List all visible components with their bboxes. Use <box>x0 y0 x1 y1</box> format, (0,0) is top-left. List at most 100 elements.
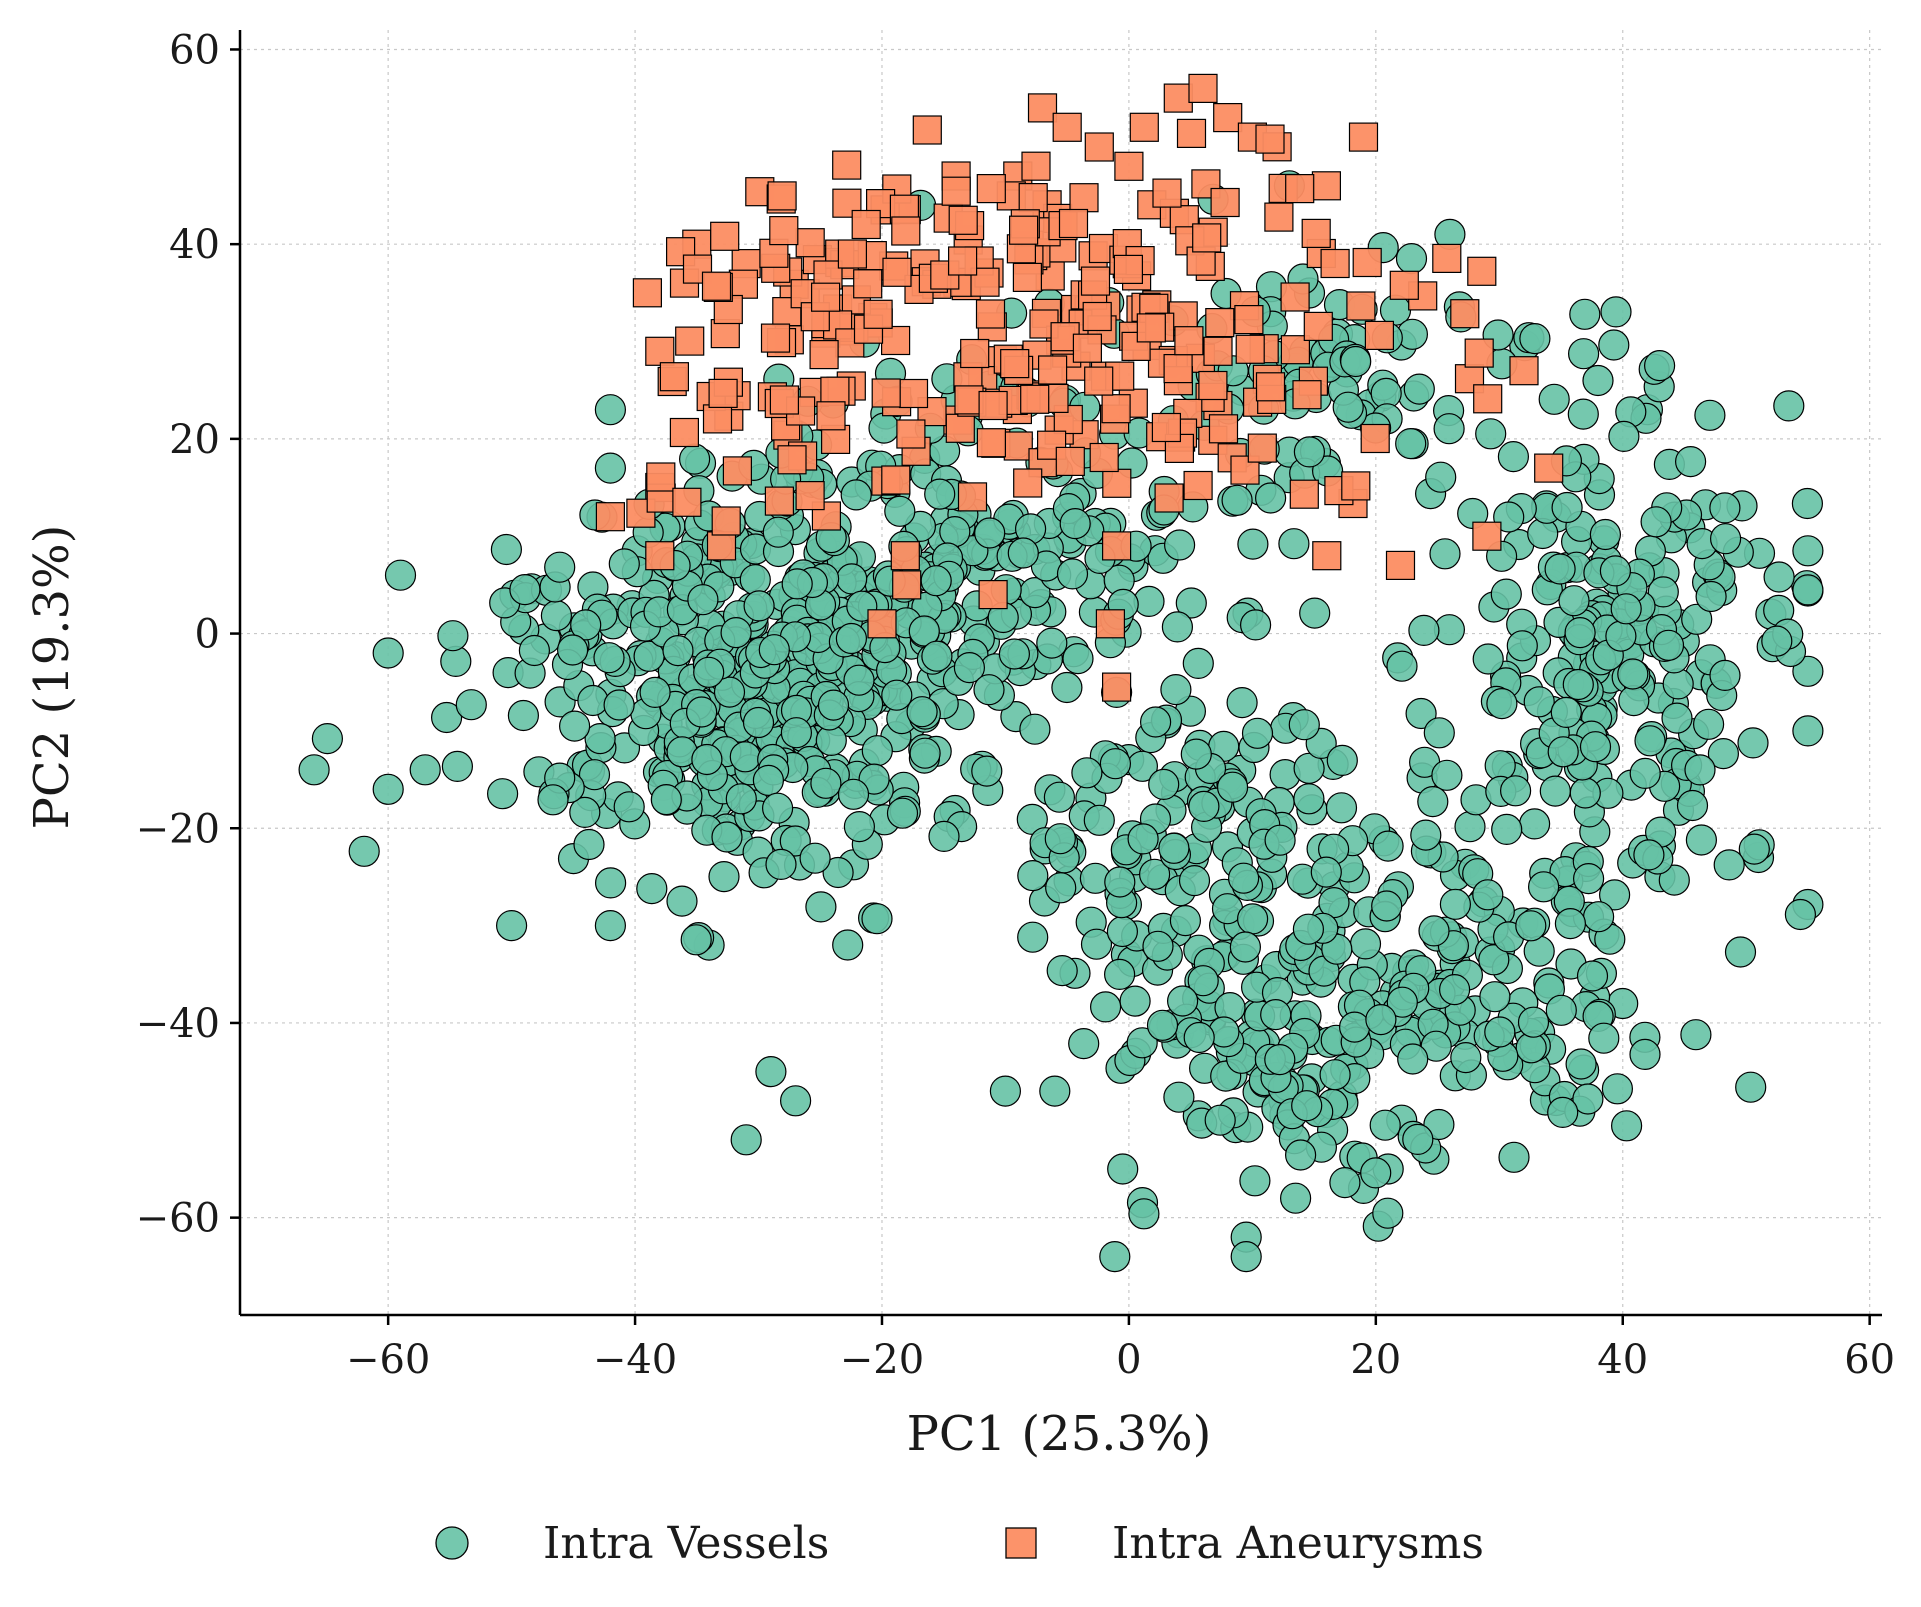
intra-vessels-point <box>1017 921 1049 953</box>
intra-vessels-point <box>1425 461 1457 493</box>
intra-vessels-point <box>1576 960 1609 992</box>
intra-aneurysms-point <box>710 319 740 349</box>
intra-aneurysms-point <box>710 221 740 251</box>
intra-vessels-point <box>1433 413 1465 445</box>
intra-vessels-point <box>569 796 601 829</box>
intra-aneurysms-point <box>898 378 929 409</box>
intra-vessels-point <box>431 701 463 734</box>
intra-vessels-point <box>765 848 797 881</box>
intra-aneurysms-point <box>816 401 846 431</box>
intra-vessels-point <box>708 860 740 893</box>
intra-vessels-point <box>1545 994 1577 1026</box>
intra-vessels-point <box>1629 1038 1661 1071</box>
intra-vessels-point <box>1558 585 1590 617</box>
intra-vessels-point <box>1589 518 1622 551</box>
intra-vessels-point <box>1397 1043 1429 1075</box>
intra-vessels-point <box>1051 671 1083 704</box>
intra-vessels-point <box>1418 915 1450 947</box>
intra-vessels-point <box>680 924 712 956</box>
intra-aneurysms-point <box>820 376 850 406</box>
intra-vessels-point <box>1438 973 1471 1006</box>
intra-vessels-point <box>1126 1027 1158 1059</box>
intra-vessels-point <box>1564 616 1596 649</box>
intra-vessels-point <box>1292 913 1325 945</box>
intra-vessels-point <box>1083 804 1115 836</box>
intra-vessels-point <box>743 590 775 622</box>
intra-vessels-point <box>1479 981 1511 1013</box>
intra-vessels-point <box>573 828 605 861</box>
intra-aneurysms-point <box>764 486 795 516</box>
intra-aneurysms-point <box>1473 384 1503 414</box>
intra-vessels-point <box>1662 668 1694 700</box>
intra-vessels-point <box>1550 696 1582 729</box>
intra-vessels-point <box>636 872 668 905</box>
intra-aneurysms-point <box>1082 301 1112 332</box>
intra-aneurysms-point <box>1136 313 1166 343</box>
intra-aneurysms-point <box>970 267 1000 297</box>
intra-vessels-point <box>1792 574 1824 606</box>
intra-vessels-point <box>496 909 528 942</box>
intra-aneurysms-point <box>867 609 897 639</box>
intra-aneurysms-point <box>1055 446 1085 476</box>
intra-aneurysms-point <box>1255 124 1285 154</box>
x-tick-label: −40 <box>593 1337 677 1383</box>
intra-vessels-point <box>1178 864 1211 897</box>
intra-vessels-point <box>906 696 938 728</box>
intra-vessels-point <box>953 651 986 684</box>
intra-aneurysms-point <box>1163 83 1193 113</box>
intra-aneurysms-point <box>706 531 737 561</box>
intra-vessels-point <box>1089 991 1122 1023</box>
intra-vessels-point <box>593 642 625 674</box>
intra-vessels-point <box>1395 428 1427 460</box>
intra-aneurysms-point <box>669 417 700 448</box>
intra-aneurysms-point <box>809 340 839 370</box>
intra-aneurysms-point <box>1072 333 1103 363</box>
intra-aneurysms-point <box>1176 118 1207 149</box>
intra-aneurysms-point <box>881 465 911 495</box>
intra-vessels-point <box>921 640 953 672</box>
intra-vessels-point <box>1103 958 1136 991</box>
intra-vessels-point <box>1431 759 1463 791</box>
intra-vessels-point <box>1598 879 1631 911</box>
intra-vessels-point <box>1187 965 1219 997</box>
intra-vessels-point <box>1423 717 1455 749</box>
intra-aneurysms-point <box>1113 254 1144 284</box>
intra-vessels-point <box>1544 553 1576 585</box>
x-tick-label: 0 <box>1116 1337 1141 1383</box>
intra-vessels-point <box>998 638 1031 670</box>
intra-vessels-point <box>1588 1022 1620 1054</box>
intra-vessels-point <box>1163 1081 1195 1113</box>
intra-vessels-point <box>1138 858 1171 890</box>
intra-aneurysms-point <box>941 176 971 206</box>
intra-vessels-point <box>1618 684 1650 717</box>
intra-vessels-point <box>886 797 919 829</box>
intra-vessels-point <box>840 479 872 511</box>
intra-aneurysms-point <box>1360 423 1390 454</box>
intra-vessels-point <box>1288 709 1320 741</box>
intra-vessels-point <box>1538 383 1570 415</box>
intra-vessels-point <box>1278 528 1310 560</box>
intra-aneurysms-point <box>1280 282 1310 312</box>
intra-vessels-point <box>781 568 813 600</box>
intra-aneurysms-point <box>1003 431 1033 461</box>
intra-vessels-point <box>725 783 757 815</box>
legend: Intra Vessels Intra Aneurysms <box>435 1518 1484 1569</box>
intra-vessels-point <box>1450 1041 1482 1074</box>
intra-aneurysms-point <box>1198 370 1228 401</box>
intra-vessels-point <box>843 810 876 843</box>
intra-vessels-point <box>691 743 723 776</box>
intra-vessels-point <box>1059 507 1091 540</box>
intra-vessels-point <box>372 637 404 669</box>
intra-aneurysms-point <box>1472 521 1502 551</box>
intra-vessels-point <box>1068 1027 1100 1060</box>
intra-aneurysms-point <box>795 481 825 511</box>
intra-vessels-point <box>758 634 790 666</box>
intra-aneurysms-point <box>1192 223 1222 253</box>
intra-vessels-point <box>594 452 627 484</box>
intra-vessels-point <box>1036 627 1068 659</box>
intra-vessels-point <box>1146 1009 1179 1041</box>
intra-vessels-point <box>779 825 811 857</box>
intra-vessels-point <box>1417 785 1449 818</box>
intra-vessels-point <box>720 616 752 649</box>
intra-aneurysms-point <box>1183 470 1213 501</box>
